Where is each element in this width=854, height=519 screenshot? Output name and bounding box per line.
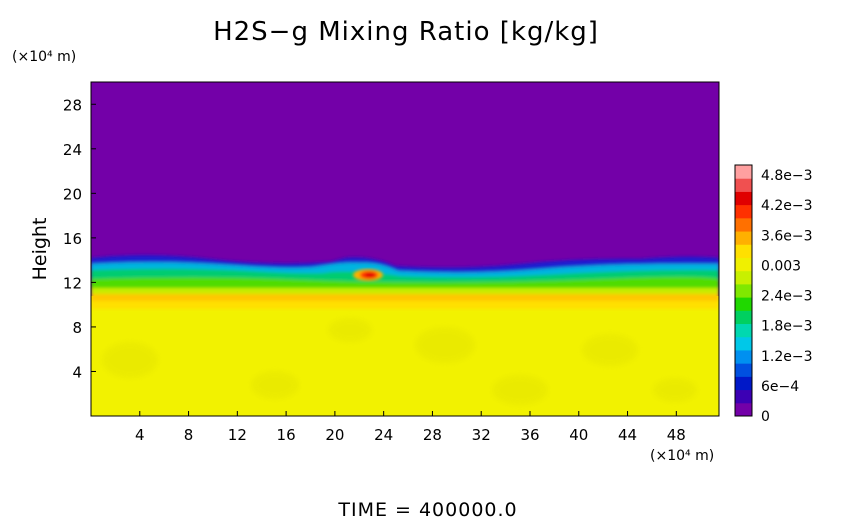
time-label: TIME = 400000.0	[337, 499, 517, 519]
colorbar-swatch	[735, 244, 752, 258]
y-tick-label: 4	[72, 363, 82, 381]
colorbar-swatch	[735, 349, 752, 364]
colorbar-swatch	[735, 402, 752, 417]
colorbar-swatch	[735, 336, 752, 351]
y-tick-label: 12	[63, 274, 82, 292]
y-tick-label: 24	[63, 141, 82, 159]
colorbar-tick-label: 3.6e−3	[761, 228, 813, 244]
y-axis-ticks: 4 8 12 16 20 24 28	[63, 96, 96, 381]
x-tick-label: 12	[228, 426, 247, 444]
x-tick-label: 24	[374, 426, 393, 444]
x-tick-label: 28	[423, 426, 442, 444]
colorbar-tick-label: 0.003	[761, 258, 801, 274]
x-tick-label: 20	[325, 426, 344, 444]
colorbar-swatch	[735, 270, 752, 285]
x-unit-label: (×10⁴ m)	[650, 448, 714, 464]
colorbar-swatch	[735, 297, 752, 311]
colorbar-tick-label: 2.4e−3	[761, 289, 813, 305]
colorbar-swatch	[735, 217, 752, 232]
y-unit-label: (×10⁴ m)	[12, 49, 76, 65]
plot-frame	[90, 81, 720, 417]
colorbar-swatch	[735, 363, 752, 377]
x-tick-label: 32	[472, 426, 491, 444]
colorbar-swatch	[735, 323, 752, 338]
colorbar-tick-label: 4.2e−3	[761, 198, 813, 214]
y-tick-label: 8	[72, 319, 82, 337]
colorbar-tick-label: 0	[761, 409, 770, 425]
colorbar-swatch	[735, 191, 752, 206]
x-tick-label: 8	[184, 426, 194, 444]
y-tick-label: 28	[63, 96, 82, 114]
x-axis-ticks: 4 8 12 16 20 24 28 32 36 40 44 48	[135, 411, 686, 444]
colorbar-tick-label: 1.2e−3	[761, 349, 813, 365]
colorbar-swatch	[735, 165, 752, 179]
colorbar-swatch	[735, 231, 752, 245]
colorbar-swatch	[735, 389, 752, 404]
x-tick-label: 44	[618, 426, 637, 444]
colorbar-swatch	[735, 257, 752, 272]
x-tick-label: 36	[520, 426, 539, 444]
colorbar-tick-label: 4.8e−3	[761, 168, 813, 184]
y-axis-label: Height	[29, 218, 51, 281]
x-tick-label: 48	[667, 426, 686, 444]
x-tick-label: 16	[277, 426, 296, 444]
colorbar-swatch	[735, 204, 752, 219]
heatmap-field	[91, 82, 719, 416]
colorbar-swatch	[735, 283, 752, 298]
x-tick-label: 4	[135, 426, 145, 444]
y-tick-label: 16	[63, 230, 82, 248]
colorbar-swatch	[735, 376, 752, 391]
y-tick-label: 20	[63, 185, 82, 203]
colorbar-swatch	[735, 310, 752, 325]
colorbar-tick-label: 6e−4	[761, 379, 799, 395]
colorbar: 0 6e−4 1.2e−3 1.8e−3 2.4e−3 0.003 3.6e−3 4.2e−3…	[734, 164, 813, 425]
x-tick-label: 40	[569, 426, 588, 444]
colorbar-swatch	[735, 178, 752, 192]
colorbar-frame	[734, 164, 753, 417]
colorbar-tick-label: 1.8e−3	[761, 319, 813, 335]
chart-title: H2S−g Mixing Ratio [kg/kg]	[213, 17, 599, 47]
